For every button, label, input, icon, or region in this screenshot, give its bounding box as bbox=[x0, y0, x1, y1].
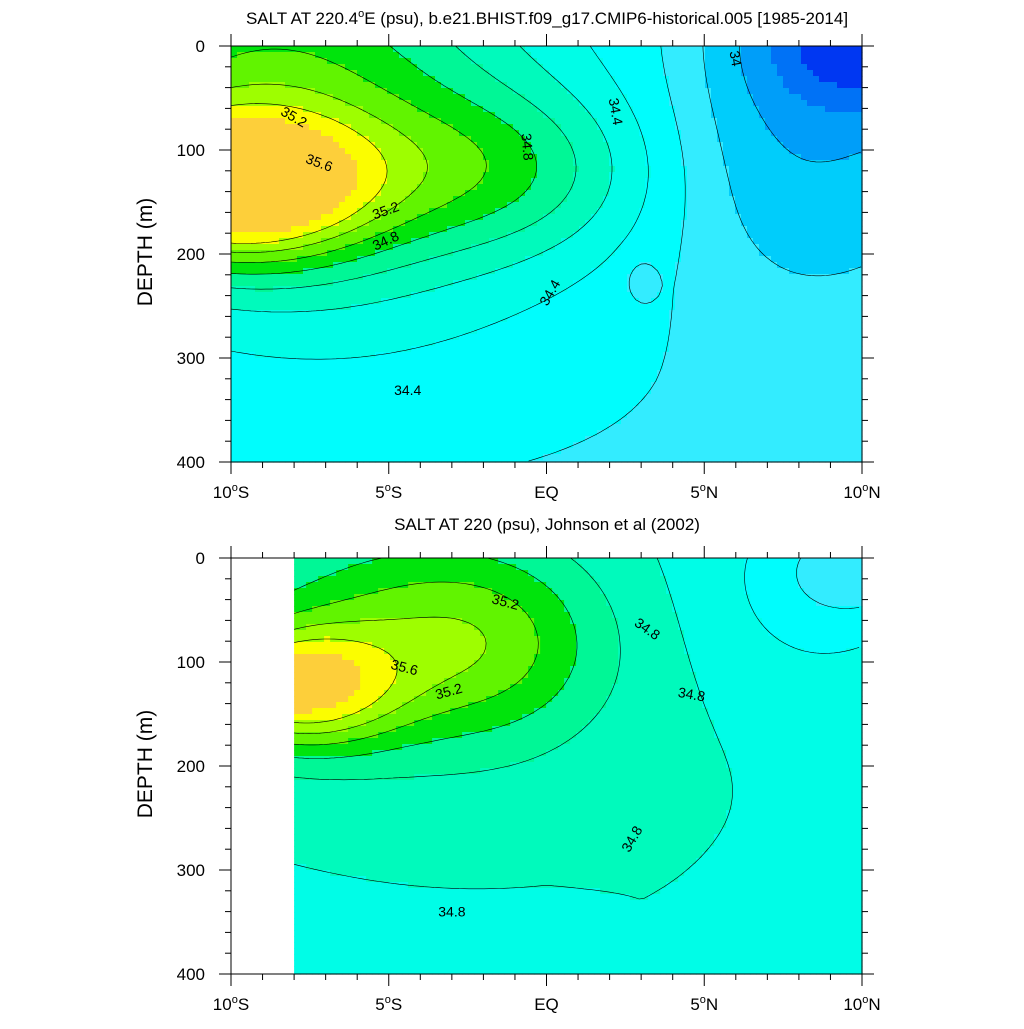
y-tick-label: 200 bbox=[177, 757, 205, 776]
y-axis-label: DEPTH (m) bbox=[134, 710, 157, 819]
contour-line bbox=[796, 557, 860, 609]
contour-line bbox=[739, 45, 862, 163]
x-tick-label: 5oS bbox=[375, 482, 402, 502]
contour-label: 34 bbox=[727, 49, 745, 67]
contour-line bbox=[702, 45, 862, 277]
y-tick-label: 100 bbox=[177, 141, 205, 160]
contour-label: 34.8 bbox=[677, 684, 707, 705]
x-tick-label: EQ bbox=[534, 995, 559, 1014]
x-tick-label: 10oS bbox=[213, 994, 249, 1014]
contour-line bbox=[230, 83, 428, 253]
y-tick-label: 200 bbox=[177, 245, 205, 264]
chart-title: SALT AT 220.4oE (psu), b.e21.BHIST.f09_g… bbox=[246, 8, 848, 28]
contour-line bbox=[294, 557, 733, 900]
contour-line bbox=[528, 45, 686, 462]
contour-lines bbox=[293, 557, 860, 900]
contour-plot: 35.235.635.234.834.834.434.43434.4010020… bbox=[177, 34, 881, 502]
x-tick-label: 5oN bbox=[690, 482, 718, 502]
contour-label: 34.4 bbox=[394, 382, 421, 398]
axis-ticks bbox=[219, 34, 874, 474]
contour-line bbox=[230, 48, 487, 263]
contour-line bbox=[294, 616, 487, 734]
y-tick-label: 100 bbox=[177, 653, 205, 672]
x-tick-label: 5oN bbox=[690, 994, 718, 1014]
y-tick-label: 300 bbox=[177, 349, 205, 368]
top-panel: SALT AT 220.4oE (psu), b.e21.BHIST.f09_g… bbox=[0, 0, 1024, 512]
y-tick-label: 400 bbox=[177, 453, 205, 472]
contour-fill bbox=[294, 558, 863, 975]
contour-label: 35.2 bbox=[490, 590, 521, 613]
contour-label: 34.8 bbox=[518, 133, 536, 162]
contour-line bbox=[293, 557, 578, 759]
chart-title: SALT AT 220 (psu), Johnson et al (2002) bbox=[394, 515, 700, 534]
bottom-contour-chart: SALT AT 220 (psu), Johnson et al (2002) … bbox=[134, 515, 881, 1014]
y-tick-label: 400 bbox=[177, 965, 205, 984]
axis-ticks bbox=[219, 546, 874, 986]
x-tick-label: 10oS bbox=[213, 482, 249, 502]
x-tick-label: EQ bbox=[534, 483, 559, 502]
contour-label: 34.4 bbox=[606, 97, 627, 127]
x-tick-label: 10oN bbox=[843, 482, 880, 502]
bottom-panel: SALT AT 220 (psu), Johnson et al (2002) … bbox=[0, 512, 1024, 1024]
y-tick-label: 300 bbox=[177, 861, 205, 880]
contour-label: 34.8 bbox=[438, 904, 465, 920]
contour-line bbox=[230, 45, 613, 313]
contour-plot: 35.235.635.234.834.834.834.8010020030040… bbox=[177, 546, 881, 1014]
y-axis-label: DEPTH (m) bbox=[134, 198, 157, 307]
contour-line bbox=[294, 638, 398, 724]
contour-line bbox=[744, 557, 860, 654]
top-contour-chart: SALT AT 220.4oE (psu), b.e21.BHIST.f09_g… bbox=[134, 8, 881, 502]
contour-line bbox=[230, 45, 649, 360]
contour-line bbox=[230, 103, 388, 244]
x-tick-label: 5oS bbox=[375, 994, 402, 1014]
y-tick-label: 0 bbox=[196, 37, 205, 56]
contour-line bbox=[294, 581, 539, 746]
y-tick-label: 0 bbox=[196, 549, 205, 568]
x-tick-label: 10oN bbox=[843, 994, 880, 1014]
contour-line bbox=[294, 557, 621, 781]
contour-label: 35.2 bbox=[433, 680, 464, 703]
contour-label: 35.6 bbox=[389, 656, 420, 679]
contour-fill bbox=[231, 46, 863, 463]
